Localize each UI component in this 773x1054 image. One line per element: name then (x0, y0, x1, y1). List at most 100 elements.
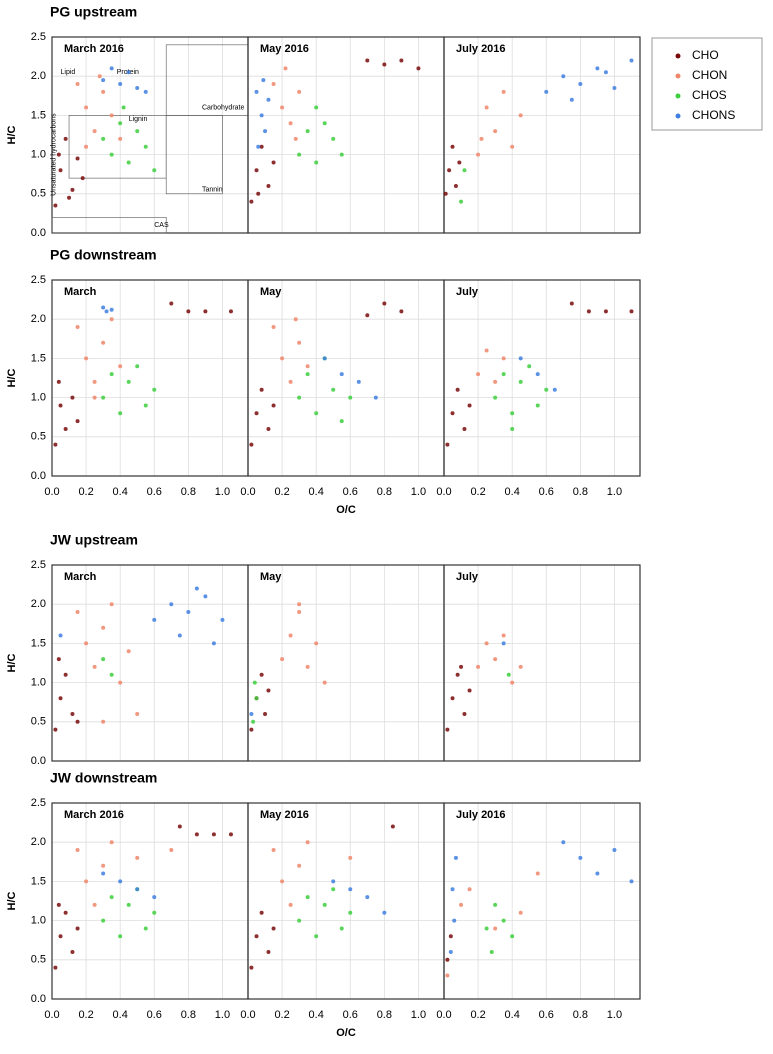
point (293, 317, 298, 322)
point (629, 879, 634, 884)
point (467, 688, 472, 693)
point (288, 379, 293, 384)
point (169, 301, 174, 306)
point (143, 89, 148, 94)
point (457, 160, 462, 165)
y-tick-label: 0.0 (31, 993, 46, 1005)
point (152, 617, 157, 622)
point (135, 85, 140, 90)
panel-label: March 2016 (64, 809, 124, 821)
point (484, 348, 489, 353)
point (92, 129, 97, 134)
point (288, 633, 293, 638)
point (443, 191, 448, 196)
point (135, 887, 140, 892)
point (256, 191, 261, 196)
point (510, 426, 515, 431)
point (390, 824, 395, 829)
x-axis-label: O/C (336, 1027, 356, 1039)
point (135, 364, 140, 369)
point (445, 957, 450, 962)
point (194, 586, 199, 591)
point (569, 301, 574, 306)
annotation: Carbohydrate (202, 104, 245, 111)
point (297, 89, 302, 94)
point (305, 840, 310, 845)
point (535, 372, 540, 377)
point (118, 364, 123, 369)
point (297, 918, 302, 923)
point (450, 144, 455, 149)
point (101, 918, 106, 923)
point (92, 395, 97, 400)
point (152, 910, 157, 915)
point (101, 340, 106, 345)
point (56, 379, 61, 384)
point (135, 855, 140, 860)
panel-label: July 2016 (456, 43, 506, 55)
point (228, 309, 233, 314)
x-tick-label: 0.2 (78, 486, 93, 498)
point (595, 871, 600, 876)
panel-frame (51, 279, 249, 477)
point (259, 144, 264, 149)
y-tick-label: 1.5 (31, 875, 46, 887)
point (101, 136, 106, 141)
panel-frame (247, 36, 445, 234)
point (501, 356, 506, 361)
point (186, 309, 191, 314)
x-tick-label: 0.0 (44, 1009, 59, 1021)
point (493, 129, 498, 134)
y-tick-label: 0.0 (31, 227, 46, 239)
point (75, 848, 80, 853)
point (305, 372, 310, 377)
point (506, 672, 511, 677)
point (259, 672, 264, 677)
point (75, 926, 80, 931)
point (453, 183, 458, 188)
group-title: JW downstream (50, 770, 157, 786)
point (251, 719, 256, 724)
point (56, 902, 61, 907)
point (510, 144, 515, 149)
panel-label: July (456, 571, 479, 583)
point (152, 387, 157, 392)
point (259, 910, 264, 915)
y-tick-label: 0.5 (31, 716, 46, 728)
point (527, 364, 532, 369)
point (459, 664, 464, 669)
x-tick-label: 0.8 (181, 486, 196, 498)
point (126, 160, 131, 165)
point (280, 657, 285, 662)
point (297, 602, 302, 607)
point (53, 965, 58, 970)
point (518, 910, 523, 915)
point (75, 156, 80, 161)
point (75, 419, 80, 424)
point (348, 910, 353, 915)
x-tick-label: 0.2 (470, 486, 485, 498)
point (101, 78, 106, 83)
point (109, 372, 114, 377)
point (118, 934, 123, 939)
point (118, 82, 123, 87)
y-tick-label: 2.5 (31, 31, 46, 43)
point (135, 711, 140, 716)
point (518, 379, 523, 384)
point (63, 136, 68, 141)
point (271, 848, 276, 853)
point (535, 403, 540, 408)
x-tick-label: 0.0 (44, 486, 59, 498)
panel-label: July 2016 (456, 809, 506, 821)
point (109, 672, 114, 677)
point (80, 176, 85, 181)
point (70, 187, 75, 192)
point (467, 887, 472, 892)
point (462, 426, 467, 431)
panel-label: May 2016 (260, 43, 309, 55)
point (612, 85, 617, 90)
point (56, 152, 61, 157)
point (70, 711, 75, 716)
point (109, 113, 114, 118)
point (254, 89, 259, 94)
